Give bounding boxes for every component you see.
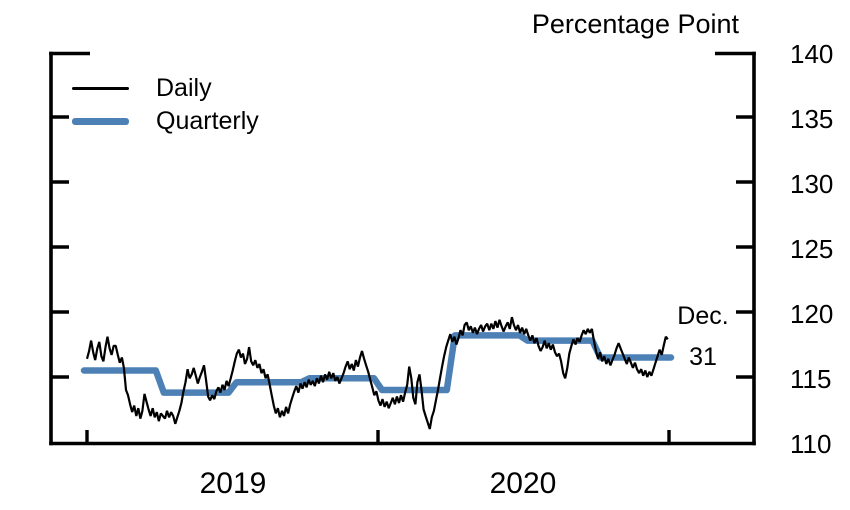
x-axis-label-2019: 2019 — [199, 467, 267, 500]
axis-ticks — [51, 115, 754, 442]
annotation-31: 31 — [689, 343, 717, 371]
y-axis-label-130: 130 — [790, 169, 834, 199]
x-axis-label-2020: 2020 — [489, 467, 557, 500]
y-axis-label-110: 110 — [790, 429, 832, 459]
y-axis-label-135: 135 — [790, 104, 834, 134]
y-axis-label-120: 120 — [790, 299, 834, 329]
legend-item-daily: Daily — [72, 72, 259, 105]
quarterly-series-line — [80, 332, 675, 396]
daily-series-line — [85, 316, 669, 430]
y-axis-label-140: 140 — [790, 39, 834, 69]
y-axis-label-115: 115 — [790, 364, 832, 394]
chart-title: Percentage Point — [531, 9, 739, 39]
y-axis-label-125: 125 — [790, 234, 834, 264]
legend-label-quarterly: Quarterly — [156, 107, 259, 135]
quarterly-line-swatch — [72, 118, 129, 125]
legend-item-quarterly: Quarterly — [72, 105, 259, 138]
legend-label-daily: Daily — [156, 74, 212, 102]
annotation-dec: Dec. — [677, 302, 729, 330]
legend: Daily Quarterly — [72, 72, 259, 138]
daily-line-swatch — [72, 87, 129, 90]
